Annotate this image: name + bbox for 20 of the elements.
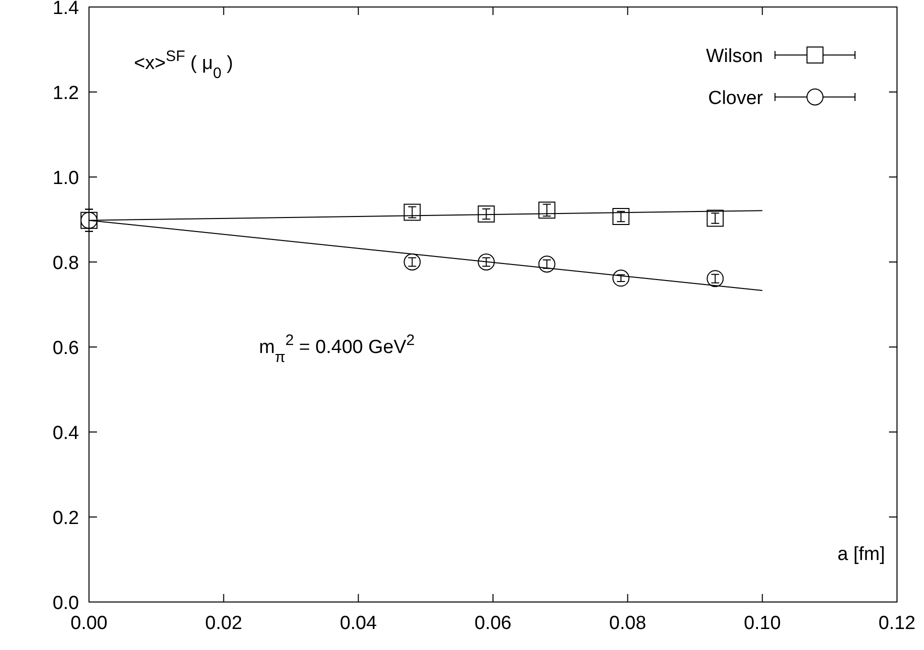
legend-label: Clover — [708, 88, 764, 109]
y-tick-label: 0.2 — [52, 508, 79, 529]
y-tick-label: 1.2 — [52, 83, 79, 104]
y-tick-label: 0.0 — [52, 593, 79, 614]
x-tick-label: 0.02 — [205, 613, 242, 634]
y-tick-label: 1.4 — [52, 0, 80, 19]
y-tick-label: 0.4 — [52, 423, 80, 444]
x-tick-label: 0.06 — [474, 613, 512, 634]
x-tick-label: 0.00 — [70, 613, 108, 634]
x-tick-label: 0.04 — [340, 613, 378, 634]
x-tick-label: 0.08 — [609, 613, 646, 634]
x-axis-title: a [fm] — [837, 544, 885, 565]
x-tick-label: 0.10 — [744, 613, 781, 634]
y-tick-label: 0.6 — [52, 338, 79, 359]
annotation: m$_{π}$$^{2}$ = 0.400 GeV$^{2}$ — [259, 332, 415, 366]
y-tick-label: 1.0 — [52, 168, 79, 189]
y-tick-label: 0.8 — [52, 253, 79, 274]
legend-label: Wilson — [706, 46, 763, 67]
annotation: <x>$^{SF}$ ( μ$_{0}$ ) — [134, 48, 234, 82]
x-tick-label: 0.12 — [878, 613, 916, 634]
